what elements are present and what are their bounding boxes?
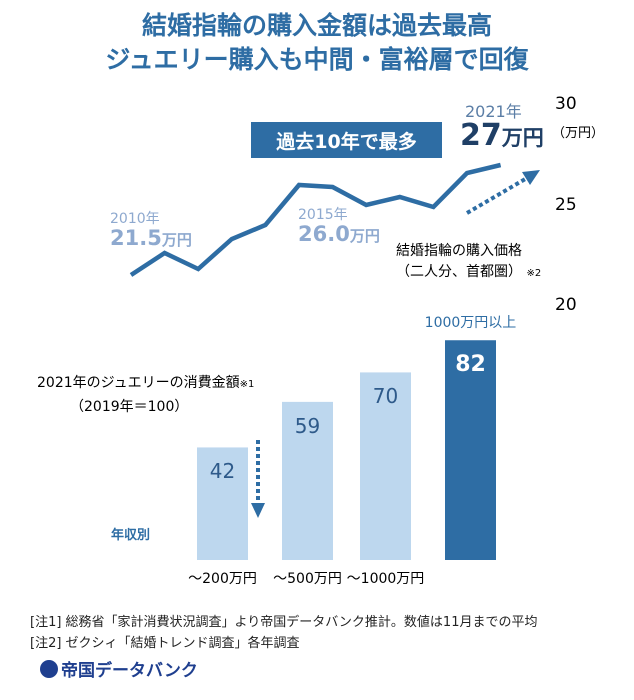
bar-value-1: 59 — [294, 413, 321, 438]
bar-0 — [197, 447, 248, 560]
bar-value-2: 70 — [372, 384, 399, 409]
bar-xlabel: 年収別 — [111, 528, 151, 543]
bar-category-1: ～500万円 — [273, 571, 342, 587]
line-series-label2: （二人分、首都圏） ※2 — [396, 264, 542, 280]
annot-2010-value: 21.5万円 — [110, 226, 192, 250]
highlight-badge: 過去10年で最多 — [251, 122, 442, 158]
annot-2010-year: 2010年 — [110, 211, 160, 227]
annot-2021-year: 2021年 — [465, 102, 522, 121]
company-logo: 帝国データバンク — [40, 656, 198, 681]
bar-category-3: 1000万円以上 — [424, 315, 517, 331]
y-tick-20: 20 — [555, 295, 577, 315]
annot-2015-year: 2015年 — [298, 207, 348, 223]
title-line2: ジュエリー購入も中間・富裕層で回復 — [105, 45, 529, 74]
y-tick-25: 25 — [555, 195, 577, 215]
y-unit: （万円） — [552, 126, 605, 141]
y-tick-30: 30 — [555, 94, 577, 114]
bar-value-0: 42 — [209, 459, 236, 484]
annot-2015-value: 26.0万円 — [298, 222, 380, 246]
bar-title2: （2019年＝100） — [70, 399, 189, 415]
bar-value-3: 82 — [455, 352, 486, 378]
bar-3 — [445, 340, 496, 560]
note-1: [注1] 総務省「家計消費状況調査」より帝国データバンク推計。数値は11月までの… — [30, 615, 538, 630]
line-series-label1: 結婚指輪の購入価格 — [396, 243, 522, 259]
bar-title1: 2021年のジュエリーの消費金額※1 — [37, 375, 255, 391]
note-2: [注2] ゼクシィ「結婚トレンド調査」各年調査 — [30, 636, 300, 651]
bar-1 — [282, 401, 333, 560]
trend-arrow — [251, 170, 540, 518]
line-series — [129, 162, 502, 277]
bar-category-0: ～200万円 — [188, 571, 257, 587]
logo-emblem-icon — [40, 659, 58, 678]
bar-2 — [360, 372, 411, 560]
annot-2021-value: 27万円 — [460, 118, 544, 153]
title-line1: 結婚指輪の購入金額は過去最高 — [141, 11, 492, 40]
bar-category-2: ～1000万円 — [346, 571, 425, 587]
